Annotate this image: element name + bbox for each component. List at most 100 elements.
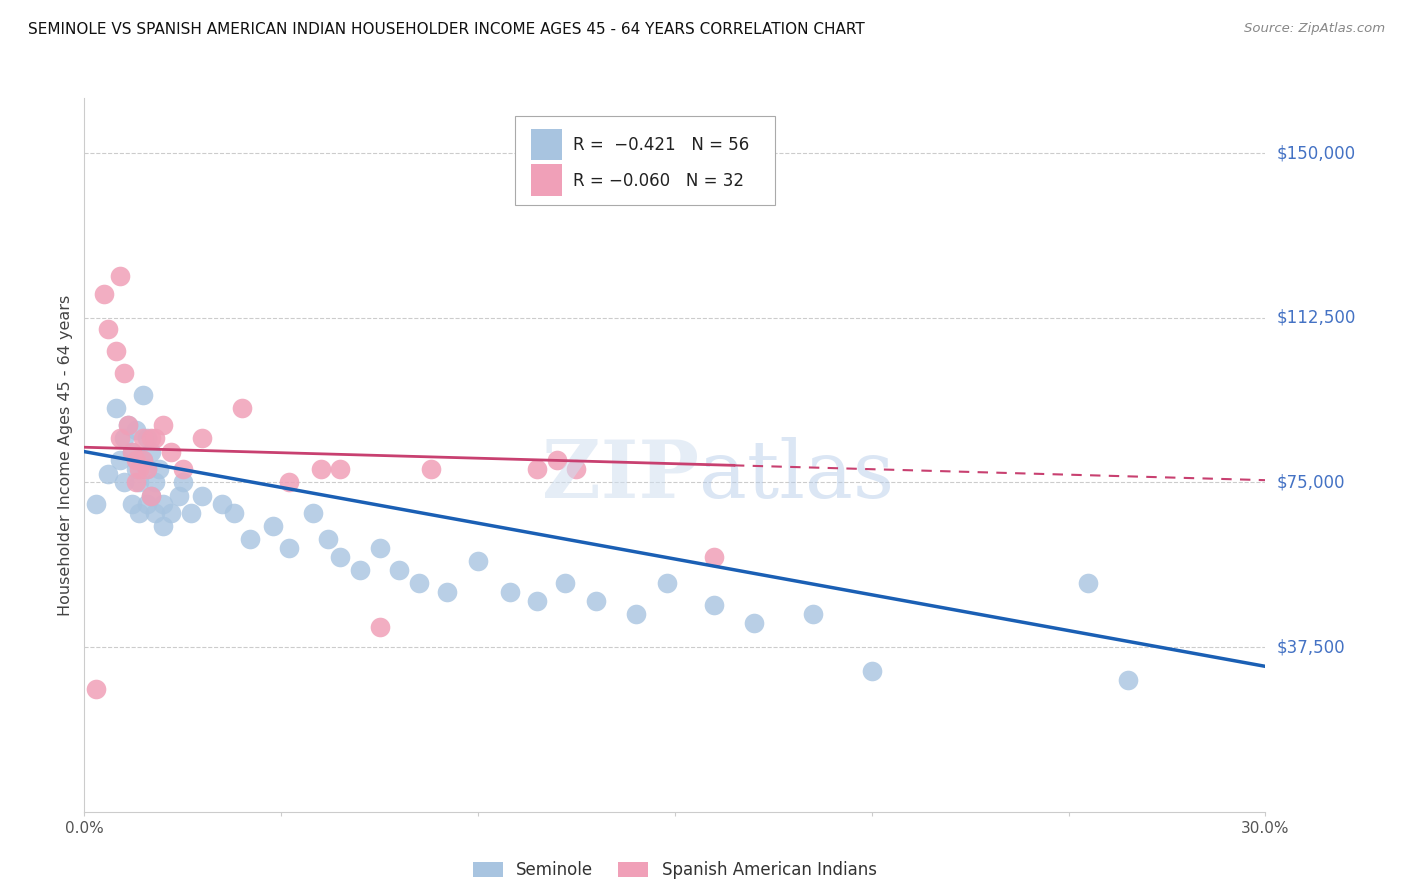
Point <box>124 423 146 437</box>
Point <box>191 489 214 503</box>
Point <box>112 475 135 490</box>
Point <box>419 462 441 476</box>
Point <box>742 615 765 630</box>
Point <box>141 444 163 458</box>
Text: R = −0.060   N = 32: R = −0.060 N = 32 <box>574 172 744 190</box>
Legend: Seminole, Spanish American Indians: Seminole, Spanish American Indians <box>467 855 883 886</box>
Point <box>436 585 458 599</box>
Point <box>141 489 163 503</box>
Text: SEMINOLE VS SPANISH AMERICAN INDIAN HOUSEHOLDER INCOME AGES 45 - 64 YEARS CORREL: SEMINOLE VS SPANISH AMERICAN INDIAN HOUS… <box>28 22 865 37</box>
Point <box>112 432 135 446</box>
Point <box>136 497 159 511</box>
Point <box>703 549 725 564</box>
Point <box>128 506 150 520</box>
Point <box>231 401 253 415</box>
Point <box>388 563 411 577</box>
Point <box>117 418 139 433</box>
Point <box>143 432 166 446</box>
Point <box>554 576 576 591</box>
Point <box>97 321 120 335</box>
Point <box>172 475 194 490</box>
Point <box>121 444 143 458</box>
Point <box>585 594 607 608</box>
Text: $37,500: $37,500 <box>1277 638 1346 656</box>
Point <box>329 462 352 476</box>
Point <box>655 576 678 591</box>
Point <box>278 475 301 490</box>
Point <box>132 387 155 401</box>
Point <box>262 519 284 533</box>
Point <box>117 418 139 433</box>
Point <box>108 268 131 283</box>
Point <box>239 533 262 547</box>
Point <box>624 607 647 621</box>
Point <box>467 554 489 568</box>
Point <box>148 462 170 476</box>
Point <box>278 541 301 556</box>
Point <box>136 462 159 476</box>
Point <box>143 475 166 490</box>
Point <box>152 418 174 433</box>
Point <box>222 506 245 520</box>
Point <box>526 594 548 608</box>
Point <box>108 453 131 467</box>
Point <box>141 432 163 446</box>
Text: $150,000: $150,000 <box>1277 144 1355 162</box>
Point <box>318 533 340 547</box>
Point <box>84 497 107 511</box>
Point <box>97 467 120 481</box>
Text: R =  −0.421   N = 56: R = −0.421 N = 56 <box>574 136 749 154</box>
Point <box>703 599 725 613</box>
Point <box>211 497 233 511</box>
Point <box>349 563 371 577</box>
Point <box>136 432 159 446</box>
Point <box>121 444 143 458</box>
Text: $75,000: $75,000 <box>1277 474 1346 491</box>
Point <box>526 462 548 476</box>
Text: atlas: atlas <box>699 437 894 516</box>
Point <box>498 585 520 599</box>
Point <box>132 453 155 467</box>
Point <box>93 286 115 301</box>
Point <box>368 541 391 556</box>
Point <box>143 506 166 520</box>
Point <box>128 462 150 476</box>
Point <box>167 489 190 503</box>
Point <box>121 497 143 511</box>
Point <box>160 506 183 520</box>
Point <box>141 489 163 503</box>
Point <box>132 432 155 446</box>
Point <box>329 549 352 564</box>
Point <box>132 453 155 467</box>
Point <box>84 681 107 696</box>
Text: $112,500: $112,500 <box>1277 309 1355 326</box>
Point <box>104 343 127 358</box>
FancyBboxPatch shape <box>531 128 561 161</box>
Text: ZIP: ZIP <box>541 437 699 516</box>
Point <box>104 401 127 415</box>
FancyBboxPatch shape <box>531 164 561 196</box>
Text: Source: ZipAtlas.com: Source: ZipAtlas.com <box>1244 22 1385 36</box>
Point <box>152 519 174 533</box>
Point <box>180 506 202 520</box>
Point <box>112 366 135 380</box>
Point <box>309 462 332 476</box>
Point <box>1077 576 1099 591</box>
Point <box>368 620 391 634</box>
Point <box>546 453 568 467</box>
Point <box>124 462 146 476</box>
Point <box>191 432 214 446</box>
FancyBboxPatch shape <box>516 116 775 205</box>
Point <box>124 475 146 490</box>
Point <box>172 462 194 476</box>
Point <box>801 607 824 621</box>
Point <box>160 444 183 458</box>
Point <box>128 475 150 490</box>
Point <box>152 497 174 511</box>
Point <box>124 453 146 467</box>
Point <box>136 462 159 476</box>
Point <box>565 462 588 476</box>
Y-axis label: Householder Income Ages 45 - 64 years: Householder Income Ages 45 - 64 years <box>58 294 73 615</box>
Point <box>1116 673 1139 687</box>
Point <box>408 576 430 591</box>
